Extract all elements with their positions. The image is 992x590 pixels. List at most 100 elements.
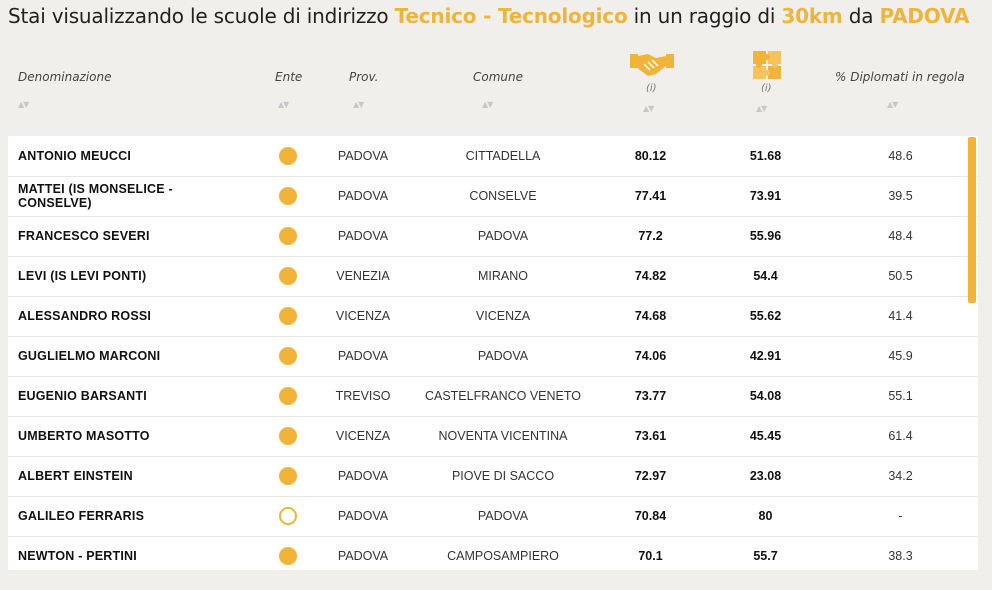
diplomati-value: -	[898, 509, 903, 523]
indicator-2-value: 42.91	[749, 349, 782, 363]
ente-cell	[278, 216, 298, 256]
schools-table: ANTONIO MEUCCI PADOVA CITTADELLA 80.12 51.68…	[8, 136, 978, 570]
school-name[interactable]: GALILEO FERRARIS	[18, 509, 145, 523]
diplomati-value: 55.1	[888, 389, 913, 403]
sort-arrows-icon[interactable]: ▲▼	[887, 100, 898, 109]
table-row[interactable]: ALBERT EINSTEIN PADOVA PIOVE DI SACCO 72.97…	[8, 456, 978, 497]
school-name[interactable]: EUGENIO BARSANTI	[18, 389, 147, 403]
comune: PADOVA	[477, 509, 529, 523]
indicator-1-value: 72.97	[634, 469, 667, 483]
school-name[interactable]: ANTONIO MEUCCI	[18, 149, 131, 163]
indicator-2-value: 54.08	[749, 389, 782, 403]
comune: PADOVA	[477, 229, 529, 243]
table-row[interactable]: UMBERTO MASOTTO VICENZA NOVENTA VICENTINA 7…	[8, 416, 978, 457]
table-row[interactable]: ALESSANDRO ROSSI VICENZA VICENZA 74.68 55.62…	[8, 296, 978, 337]
diplomati-value: 38.3	[888, 549, 913, 563]
table-row[interactable]: LEVI (IS LEVI PONTI) VENEZIA MIRANO 74.82 54…	[8, 256, 978, 297]
sort-arrows-icon[interactable]: ▲▼	[756, 104, 767, 113]
header-prov[interactable]: Prov.	[349, 70, 379, 84]
diplomati-value: 50.5	[888, 269, 913, 283]
table-row[interactable]: GUGLIELMO MARCONI PADOVA PADOVA 74.06 42.91 4…	[8, 336, 978, 377]
indicator-2-value: 55.62	[749, 309, 782, 323]
sort-arrows-icon[interactable]: ▲▼	[18, 100, 29, 109]
info-icon[interactable]: (i)	[761, 83, 772, 94]
school-name[interactable]: ALESSANDRO ROSSI	[18, 309, 152, 323]
diplomati-value: 61.4	[888, 429, 913, 443]
school-name[interactable]: FRANCESCO SEVERI	[18, 229, 150, 243]
puzzle-icon	[753, 51, 781, 79]
ente-dot-icon	[279, 387, 297, 405]
province: PADOVA	[337, 349, 389, 363]
ente-cell	[278, 456, 298, 496]
province: PADOVA	[337, 229, 389, 243]
ente-dot-icon	[279, 347, 297, 365]
ente-dot-icon	[279, 147, 297, 165]
sort-arrows-icon[interactable]: ▲▼	[278, 100, 289, 109]
diplomati-value: 48.6	[888, 149, 913, 163]
sort-arrows-icon[interactable]: ▲▼	[353, 100, 364, 109]
title-indirizzo: Tecnico - Tecnologico	[394, 4, 628, 28]
info-icon[interactable]: (i)	[646, 83, 657, 94]
comune: CITTADELLA	[465, 149, 541, 163]
ente-cell	[278, 376, 298, 416]
title-citta: PADOVA	[879, 4, 970, 28]
province: VICENZA	[335, 309, 391, 323]
ente-dot-icon	[279, 187, 297, 205]
comune: CASTELFRANCO VENETO	[424, 389, 582, 403]
table-row[interactable]: GALILEO FERRARIS PADOVA PADOVA 70.84 80 -	[8, 496, 978, 537]
indicator-2-value: 45.45	[749, 429, 782, 443]
title-prefix: Stai visualizzando le scuole di indirizz…	[8, 4, 395, 28]
indicator-1-value: 77.2	[638, 229, 663, 243]
school-name[interactable]: MATTEI (IS MONSELICE - CONSELVE)	[18, 182, 173, 210]
indicator-1-value: 74.68	[634, 309, 667, 323]
handshake-icon	[630, 54, 674, 76]
indicator-2-value: 80	[758, 509, 773, 523]
province: VICENZA	[335, 429, 391, 443]
province: PADOVA	[337, 469, 389, 483]
province: PADOVA	[337, 549, 389, 563]
table-row[interactable]: EUGENIO BARSANTI TREVISO CASTELFRANCO VENE…	[8, 376, 978, 417]
ente-cell	[278, 136, 298, 176]
ente-empty-dot-icon	[279, 507, 297, 525]
comune: VICENZA	[475, 309, 531, 323]
ente-cell	[278, 496, 298, 536]
indicator-1-value: 77.41	[634, 189, 667, 203]
header-ente[interactable]: Ente	[275, 70, 303, 84]
comune: MIRANO	[478, 269, 528, 283]
diplomati-value: 48.4	[888, 229, 913, 243]
school-name[interactable]: NEWTON - PERTINI	[18, 549, 137, 563]
indicator-1-value: 73.61	[634, 429, 667, 443]
sort-arrows-icon[interactable]: ▲▼	[482, 100, 493, 109]
school-name[interactable]: GUGLIELMO MARCONI	[18, 349, 161, 363]
table-row[interactable]: NEWTON - PERTINI PADOVA CAMPOSAMPIERO 70.1 5…	[8, 536, 978, 570]
ente-cell	[278, 176, 298, 216]
table-row[interactable]: FRANCESCO SEVERI PADOVA PADOVA 77.2 55.96 48.…	[8, 216, 978, 257]
indicator-2-value: 55.7	[753, 549, 778, 563]
ente-dot-icon	[279, 307, 297, 325]
ente-cell	[278, 416, 298, 456]
indicator-1-value: 74.06	[634, 349, 667, 363]
header-diplomati[interactable]: % Diplomati in regola	[835, 70, 965, 84]
table-row[interactable]: MATTEI (IS MONSELICE - CONSELVE) PADOVA CO…	[8, 176, 978, 217]
indicator-1-value: 70.1	[638, 549, 663, 563]
province: PADOVA	[337, 189, 389, 203]
comune: CONSELVE	[469, 189, 537, 203]
title-between: da	[842, 4, 880, 28]
indicator-2-value: 51.68	[749, 149, 782, 163]
sort-arrows-icon[interactable]: ▲▼	[643, 104, 654, 113]
school-name[interactable]: UMBERTO MASOTTO	[18, 429, 150, 443]
scrollbar-thumb[interactable]	[968, 137, 976, 303]
indicator-2-value: 23.08	[749, 469, 782, 483]
table-row[interactable]: ANTONIO MEUCCI PADOVA CITTADELLA 80.12 51.68…	[8, 136, 978, 177]
title-raggio: 30km	[781, 4, 843, 28]
header-denominazione[interactable]: Denominazione	[18, 70, 112, 84]
comune: NOVENTA VICENTINA	[438, 429, 568, 443]
province: TREVISO	[335, 389, 391, 403]
school-name[interactable]: LEVI (IS LEVI PONTI)	[18, 269, 147, 283]
ente-dot-icon	[279, 227, 297, 245]
ente-dot-icon	[279, 467, 297, 485]
ente-dot-icon	[279, 547, 297, 565]
indicator-2-value: 55.96	[749, 229, 782, 243]
header-comune[interactable]: Comune	[473, 70, 524, 84]
school-name[interactable]: ALBERT EINSTEIN	[18, 469, 133, 483]
